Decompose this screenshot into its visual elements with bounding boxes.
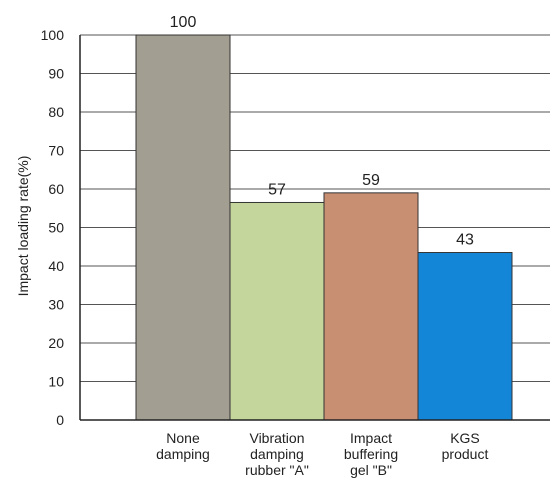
y-tick-label: 20 xyxy=(48,335,64,351)
y-tick-label: 40 xyxy=(48,258,64,274)
y-tick-label: 10 xyxy=(48,374,64,390)
y-tick-label: 50 xyxy=(48,220,64,236)
y-tick-labels: 0 10 20 30 40 50 60 70 80 90 100 xyxy=(41,27,65,428)
category-label: damping xyxy=(250,446,304,462)
y-tick-label: 30 xyxy=(48,297,64,313)
category-label: KGS xyxy=(450,430,480,446)
category-label: gel "B" xyxy=(350,462,392,478)
category-label: product xyxy=(442,446,489,462)
category-label: buffering xyxy=(344,446,398,462)
y-tick-label: 60 xyxy=(48,181,64,197)
data-label: 59 xyxy=(362,172,380,189)
y-tick-label: 70 xyxy=(48,143,64,159)
category-label: None xyxy=(166,430,200,446)
category-label: Vibration xyxy=(249,430,304,446)
bar xyxy=(135,34,231,421)
axes xyxy=(79,35,550,421)
category-label: rubber "A" xyxy=(245,462,309,478)
data-label: 57 xyxy=(268,181,286,198)
y-tick-label: 0 xyxy=(56,412,64,428)
bar xyxy=(323,192,419,421)
y-tick-label: 90 xyxy=(48,66,64,82)
data-label: 43 xyxy=(456,232,474,249)
bar xyxy=(417,252,513,421)
y-axis-label: Impact loading rate(%) xyxy=(15,156,31,297)
data-labels: 100 57 59 43 xyxy=(170,14,474,249)
category-label: Impact xyxy=(350,430,392,446)
data-label: 100 xyxy=(170,14,197,31)
category-label: damping xyxy=(156,446,210,462)
y-tick-label: 100 xyxy=(41,27,65,43)
y-tick-label: 80 xyxy=(48,104,64,120)
bar xyxy=(229,201,325,421)
